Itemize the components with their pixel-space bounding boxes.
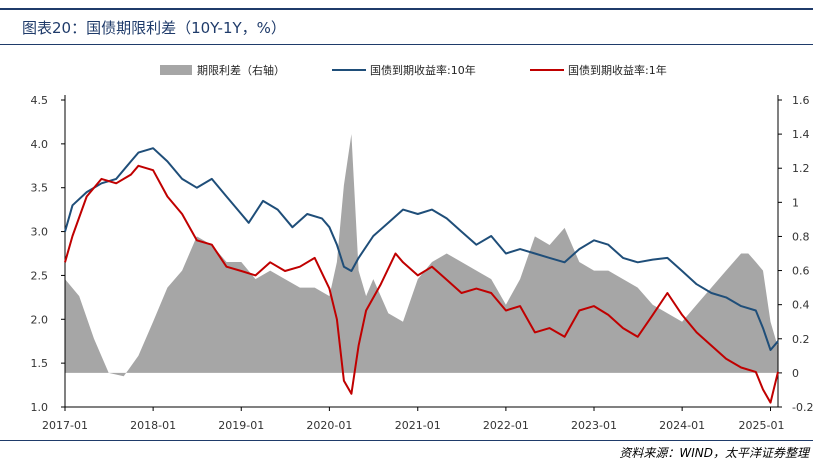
tick-labels: 4.5 4.0 3.5 3.0 2.5 2.0 1.5 1.0 1.6 1.4 1.2 1 0.8 0.6… xyxy=(31,94,813,432)
legend: 期限利差（右轴） 国债到期收益率:10年 国债到期收益率:1年 xyxy=(160,63,667,77)
x-tick-label: 2025-01 xyxy=(739,419,785,432)
axes xyxy=(61,95,782,411)
x-tick-label: 2022-01 xyxy=(483,419,529,432)
legend-label-spread: 期限利差（右轴） xyxy=(197,63,285,77)
chart-title: 图表20：国债期限利差（10Y-1Y，%） xyxy=(22,19,286,37)
spread-area xyxy=(65,134,778,377)
x-tick-label: 2017-01 xyxy=(42,419,88,432)
right-tick-label: 1.2 xyxy=(792,162,810,175)
top-rule xyxy=(0,8,813,10)
right-tick-label: 1.6 xyxy=(792,94,810,107)
spread-area-layer xyxy=(65,134,778,377)
right-tick-label: 0.2 xyxy=(792,333,810,346)
right-tick-label: 1 xyxy=(792,196,799,209)
left-tick-label: 2.0 xyxy=(31,313,49,326)
left-tick-label: 4.5 xyxy=(31,94,49,107)
right-tick-label: -0.2 xyxy=(792,401,813,414)
left-tick-label: 1.0 xyxy=(31,401,49,414)
left-tick-label: 1.5 xyxy=(31,357,49,370)
x-tick-label: 2023-01 xyxy=(571,419,617,432)
x-tick-label: 2024-01 xyxy=(659,419,705,432)
right-tick-label: 0.6 xyxy=(792,265,810,278)
legend-label-1y: 国债到期收益率:1年 xyxy=(568,63,667,77)
legend-label-10y: 国债到期收益率:10年 xyxy=(370,63,476,77)
right-tick-label: 0.4 xyxy=(792,299,810,312)
left-tick-label: 3.5 xyxy=(31,182,49,195)
right-tick-label: 0.8 xyxy=(792,230,810,243)
chart: 期限利差（右轴） 国债到期收益率:10年 国债到期收益率:1年 4.5 4.0 3.5 3… xyxy=(31,63,813,432)
left-tick-label: 2.5 xyxy=(31,269,49,282)
legend-swatch-spread xyxy=(160,65,192,75)
title-rule xyxy=(0,44,813,45)
right-tick-label: 0 xyxy=(792,367,799,380)
source-note: 资料来源：WIND，太平洋证券整理 xyxy=(619,446,809,460)
bottom-rule xyxy=(0,440,813,441)
line-layer xyxy=(64,147,779,404)
yield-1y-line xyxy=(64,164,779,404)
x-tick-label: 2020-01 xyxy=(306,419,352,432)
left-tick-label: 4.0 xyxy=(31,138,49,151)
right-tick-label: 1.4 xyxy=(792,128,810,141)
x-tick-label: 2019-01 xyxy=(218,419,264,432)
left-tick-label: 3.0 xyxy=(31,226,49,239)
x-tick-label: 2021-01 xyxy=(395,419,441,432)
x-tick-label: 2018-01 xyxy=(130,419,176,432)
yield-10y-line xyxy=(64,147,779,351)
